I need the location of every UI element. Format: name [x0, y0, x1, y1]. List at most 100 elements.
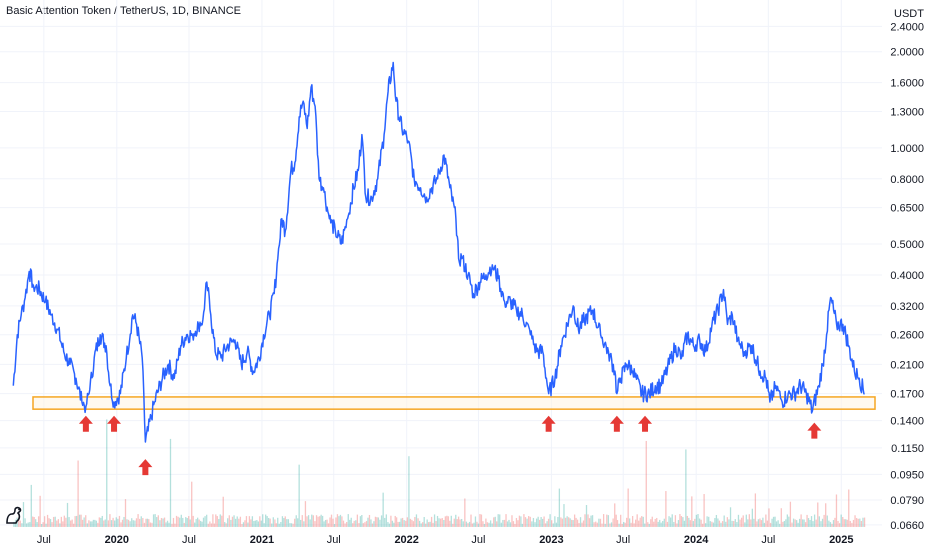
volume-bar: [489, 520, 492, 527]
volume-bar: [465, 521, 468, 527]
volume-bar: [42, 522, 44, 527]
volume-bar: [152, 514, 155, 527]
volume-bar: [449, 520, 451, 527]
volume-bar: [479, 514, 481, 527]
volume-bar: [806, 514, 808, 527]
volume-bar: [731, 520, 733, 527]
volume-bar: [520, 516, 522, 527]
volume-bar: [109, 514, 111, 527]
volume-bar: [309, 519, 311, 527]
volume-bar: [60, 516, 62, 527]
x-tick-label: Jul: [37, 534, 51, 546]
volume-bar: [317, 516, 319, 527]
volume-bar: [552, 523, 554, 527]
support-zone-box: [32, 396, 876, 410]
x-tick-label: Jul: [471, 534, 485, 546]
up-arrow-icon: [609, 415, 624, 432]
volume-bar: [271, 523, 273, 527]
volume-bar: [620, 514, 622, 527]
volume-bar: [531, 521, 533, 527]
volume-bar: [59, 523, 61, 527]
volume-bar: [179, 517, 181, 527]
y-tick-label: 0.1400: [890, 416, 924, 428]
volume-bar: [691, 496, 693, 527]
volume-bar: [701, 523, 704, 527]
volume-bar: [171, 523, 173, 527]
volume-bar: [19, 520, 21, 527]
volume-bar: [444, 516, 447, 527]
volume-bar: [631, 515, 634, 527]
volume-bar: [278, 523, 280, 527]
volume-bar: [391, 520, 394, 527]
volume-bar: [103, 520, 105, 527]
volume-bar: [287, 519, 290, 527]
volume-bar: [642, 516, 644, 527]
volume-bar: [241, 523, 243, 527]
volume-bar: [800, 514, 802, 527]
volume-bar: [462, 521, 464, 527]
volume-bar: [326, 519, 328, 527]
volume-bar: [89, 521, 92, 527]
volume-bar: [596, 522, 598, 527]
volume-bar: [528, 516, 530, 527]
volume-bar: [748, 514, 750, 527]
volume-bar: [131, 518, 133, 527]
volume-bar: [247, 522, 249, 527]
volume-bar: [572, 520, 574, 527]
volume-bar: [143, 522, 146, 527]
volume-bar: [185, 517, 187, 527]
volume-bar: [499, 514, 501, 527]
volume-bar: [855, 518, 858, 527]
volume-bar: [535, 518, 538, 527]
volume-bar: [590, 515, 592, 527]
volume-bar: [756, 521, 758, 527]
volume-bar: [859, 518, 861, 527]
volume-bar: [540, 517, 542, 527]
y-tick-label: 0.0660: [890, 520, 924, 532]
volume-bar: [207, 523, 209, 527]
volume-bar: [497, 514, 499, 527]
volume-bar: [427, 522, 430, 527]
volume-bar: [585, 505, 588, 527]
volume-bar: [849, 520, 851, 527]
x-tick-label: Jul: [327, 534, 341, 546]
volume-bar: [274, 519, 276, 527]
volume-bar: [216, 516, 218, 527]
volume-bar: [740, 517, 743, 527]
volume-bar: [750, 519, 752, 527]
volume-bar: [581, 522, 583, 527]
volume-bar: [367, 517, 369, 527]
volume-bar: [441, 518, 443, 527]
volume-bar: [679, 514, 681, 527]
volume-bar: [311, 514, 313, 527]
volume-bar: [373, 521, 375, 527]
volume-bar: [338, 516, 340, 527]
volume-bar: [677, 520, 680, 527]
volume-bar: [598, 518, 600, 527]
volume-bar: [423, 516, 425, 527]
volume-bar: [627, 488, 629, 527]
volume-bar: [342, 520, 345, 527]
volume-bar: [582, 520, 585, 527]
volume-bar: [538, 519, 541, 527]
up-arrow-icon: [107, 415, 122, 432]
y-tick-label: 0.3200: [890, 301, 924, 313]
volume-bar: [569, 518, 571, 527]
volume-bar: [612, 518, 614, 527]
volume-bar: [473, 522, 475, 527]
y-tick-label: 0.5000: [890, 239, 924, 251]
volume-bar: [330, 514, 333, 527]
volume-bar: [482, 521, 484, 527]
volume-bar: [788, 516, 790, 527]
volume-bar: [353, 520, 355, 527]
volume-bar: [665, 491, 667, 527]
volume-bar: [863, 517, 866, 527]
volume-bar: [508, 519, 510, 527]
volume-bar: [74, 516, 76, 527]
volume-bar: [846, 519, 848, 527]
volume-bar: [346, 522, 348, 527]
volume-bar: [281, 516, 284, 527]
volume-bar: [645, 440, 647, 527]
volume-bar: [573, 514, 576, 527]
